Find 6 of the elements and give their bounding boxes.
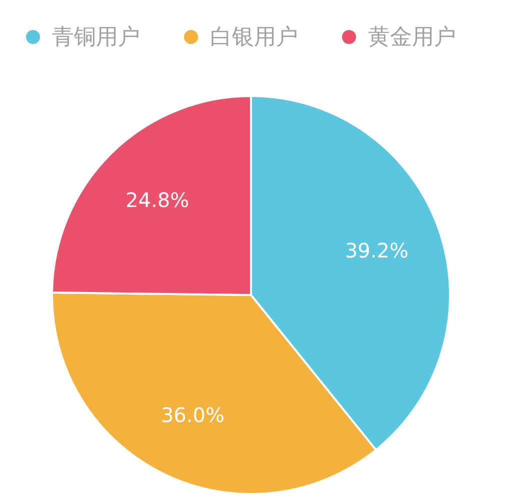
legend-label: 白银用户	[210, 24, 298, 52]
data-label: 39.2%	[344, 238, 408, 263]
data-label: 36.0%	[160, 402, 224, 427]
data-label: 24.8%	[126, 188, 190, 212]
legend-label: 青铜用户	[52, 24, 140, 52]
legend-label: 黄金用户	[368, 24, 456, 52]
